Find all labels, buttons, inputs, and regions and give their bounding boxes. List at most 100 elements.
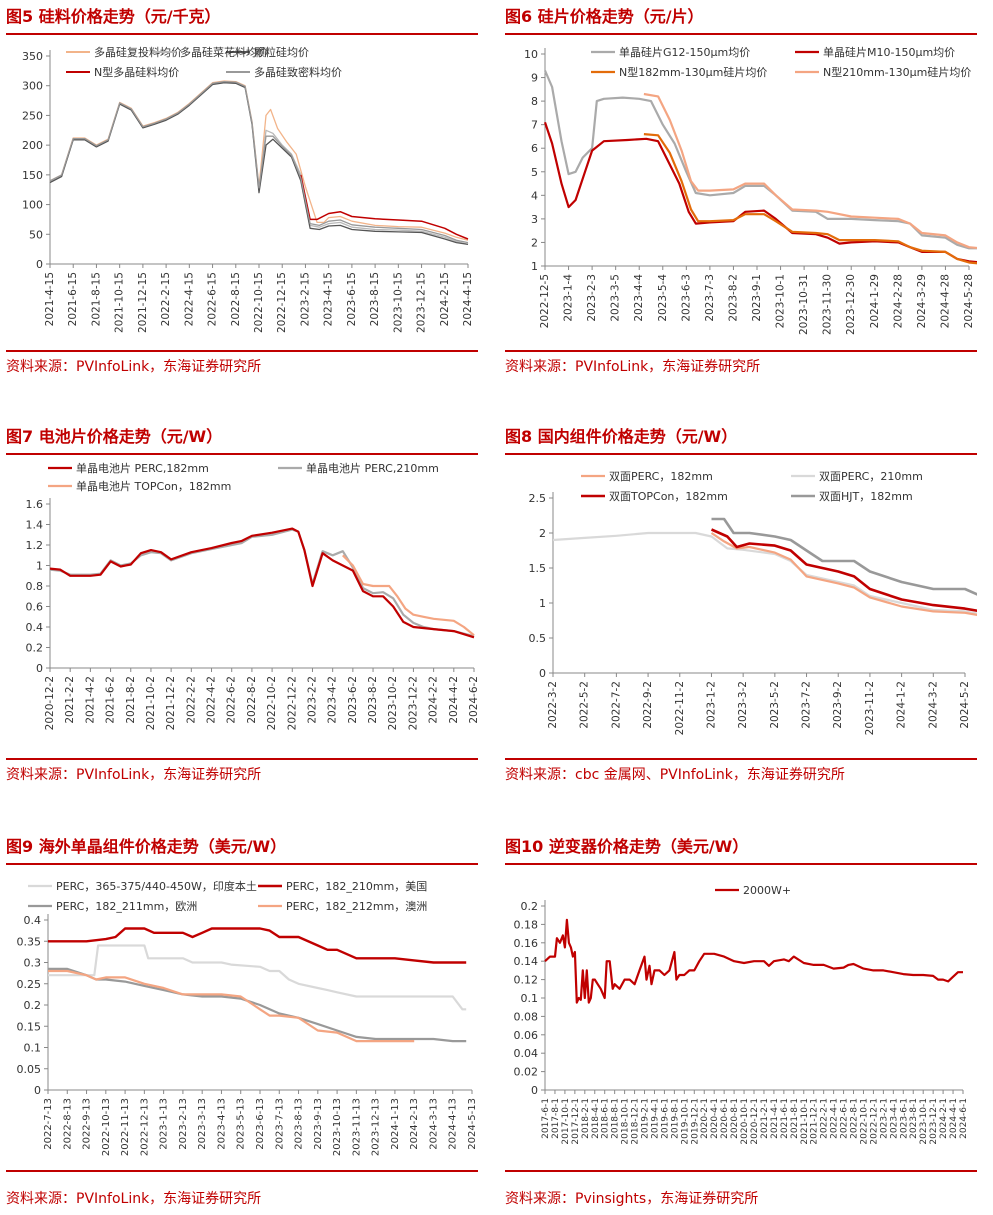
x-tick-label: 2023-6-15 (346, 272, 358, 326)
x-tick-label: 2022-12-2 (286, 676, 298, 730)
x-tick-label: 2018-2-1 (581, 1098, 591, 1139)
x-tick-label: 2023-8-13 (294, 1098, 305, 1150)
x-tick-label: 2023-12-2 (407, 676, 419, 730)
x-tick-label: 2022-7-13 (43, 1098, 54, 1150)
y-tick-label: 0.02 (514, 1066, 539, 1079)
y-tick-label: 6 (531, 142, 538, 155)
series-line (544, 918, 963, 1004)
legend-label: N型多晶硅料均价 (94, 65, 179, 79)
x-tick-label: 2019-4-1 (650, 1098, 660, 1139)
chart-plot: 0 0.05 0.1 0.15 0.2 0.25 0.3 0.35 0.4 2022-7-13 20… (17, 879, 479, 1156)
series-line (48, 927, 467, 964)
x-tick-label: 2022-12-13 (139, 1098, 150, 1156)
chart-title: 图7 电池片价格走势（元/W） (6, 427, 223, 446)
title-rule (6, 863, 478, 865)
y-tick-label: 10 (524, 48, 538, 61)
x-tick-label: 2023-10-13 (332, 1098, 343, 1156)
x-tick-label: 2020-10-1 (740, 1098, 750, 1145)
x-tick-label: 2019-6-1 (660, 1098, 670, 1139)
chart-plot: 0 50 100 150 200 250 300 350 2021-4-15 2021-6-15 2… (22, 45, 474, 333)
x-tick-label: 2023-7-13 (274, 1098, 285, 1150)
x-tick-label: 2022-4-1 (830, 1098, 840, 1139)
x-tick-label: 2019-12-1 (690, 1098, 700, 1145)
x-tick-label: 2022-12-1 (869, 1098, 879, 1145)
legend-label: 颗粒硅均价 (254, 45, 309, 59)
x-tick-label: 2023-4-13 (216, 1098, 227, 1150)
x-tick-label: 2022-12-15 (276, 272, 288, 333)
x-tick-label: 2022-2-1 (820, 1098, 830, 1139)
series-line (643, 92, 977, 250)
y-tick-label: 2 (539, 527, 546, 540)
x-tick-label: 2021-10-15 (114, 272, 126, 333)
chart-source: 资料来源：PVInfoLink，东海证券研究所 (6, 359, 262, 375)
x-tick-label: 2023-8-2 (367, 676, 379, 724)
y-tick-label: 2.5 (529, 492, 547, 505)
y-tick-label: 350 (22, 50, 43, 63)
x-tick-label: 2023-8-15 (369, 272, 381, 326)
y-tick-label: 3 (531, 213, 538, 226)
x-tick-label: 2023-10-1 (775, 274, 787, 328)
x-tick-label: 2018-10-1 (621, 1098, 631, 1145)
series-line (342, 554, 475, 637)
x-tick-label: 2023-1-13 (159, 1098, 170, 1150)
x-tick-label: 2024-4-28 (939, 274, 951, 328)
legend-label: 2000W+ (743, 884, 791, 897)
x-tick-label: 2021-10-2 (145, 676, 157, 730)
x-tick-label: 2024-4-15 (462, 272, 474, 326)
x-tick-label: 2023-9-1 (751, 274, 763, 322)
legend-label: 多晶硅菜花料均价 (180, 45, 268, 59)
x-tick-label: 2022-9-13 (82, 1098, 93, 1150)
x-tick-label: 2021-10-1 (800, 1098, 810, 1145)
series-line (48, 969, 415, 1043)
x-tick-label: 2023-12-13 (371, 1098, 382, 1156)
x-tick-label: 2021-2-1 (760, 1098, 770, 1139)
x-tick-label: 2017-8-1 (551, 1098, 561, 1139)
x-tick-label: 2023-8-1 (909, 1098, 919, 1139)
x-tick-label: 2022-6-15 (207, 272, 219, 326)
y-tick-label: 0.2 (26, 642, 44, 655)
x-tick-label: 2024-5-2 (959, 681, 971, 729)
x-tick-label: 2023-11-30 (822, 274, 834, 335)
x-tick-label: 2022-11-2 (674, 681, 686, 735)
x-tick-label: 2024-3-29 (916, 274, 928, 328)
y-tick-label: 0 (539, 667, 546, 680)
x-tick-label: 2022-3-2 (547, 681, 559, 729)
x-tick-label: 2024-2-13 (409, 1098, 420, 1150)
x-tick-label: 2023-11-2 (864, 681, 876, 735)
x-tick-label: 2020-12-1 (750, 1098, 760, 1145)
legend-label: PERC，182_212mm，澳洲 (286, 900, 427, 913)
legend-label: PERC，365-375/440-450W，印度本土 (56, 879, 257, 893)
series-line (543, 70, 977, 250)
x-tick-label: 2024-2-1 (939, 1098, 949, 1139)
x-tick-label: 2023-5-2 (769, 681, 781, 729)
y-tick-label: 1 (539, 597, 546, 610)
x-tick-label: 2020-4-1 (710, 1098, 720, 1139)
chart-panel-cell: 图7 电池片价格走势（元/W） 0 0.2 0.4 0.6 0.8 1 1.2 1.4 1.6 2… (6, 424, 478, 794)
x-tick-label: 2022-10-1 (859, 1098, 869, 1145)
x-tick-label: 2018-12-1 (631, 1098, 641, 1145)
title-rule (505, 33, 977, 35)
y-tick-label: 0.12 (514, 974, 539, 987)
x-tick-label: 2022-12-5 (539, 274, 551, 328)
x-tick-label: 2021-6-2 (105, 676, 117, 724)
y-tick-label: 0.4 (24, 914, 42, 927)
chart-plot: 1 2 3 4 5 6 7 8 9 10 2022-12-5 2023-1-4 2023-2-3 2023… (524, 46, 977, 335)
x-tick-label: 2022-6-2 (226, 676, 238, 724)
chart-source: 资料来源：cbc 金属网、PVInfoLink，东海证券研究所 (505, 767, 845, 783)
source-rule (505, 758, 977, 760)
y-tick-label: 0.4 (26, 621, 44, 634)
x-tick-label: 2023-10-31 (798, 274, 810, 335)
y-tick-label: 8 (531, 95, 538, 108)
x-tick-label: 2024-6-2 (468, 676, 478, 724)
x-tick-label: 2023-12-15 (416, 272, 428, 333)
y-tick-label: 100 (22, 199, 43, 212)
legend-label: 单晶电池片 PERC,182mm (76, 462, 209, 475)
x-tick-label: 2022-10-13 (101, 1098, 112, 1156)
chart-source: 资料来源：PVInfoLink，东海证券研究所 (6, 1191, 262, 1207)
chart-panel-polysilicon: 图5 硅料价格走势（元/千克） 0 50 100 150 200 250 300 350 202… (6, 4, 478, 376)
chart-title: 图10 逆变器价格走势（美元/W） (505, 837, 749, 856)
y-tick-label: 0 (36, 662, 43, 675)
title-rule (6, 33, 478, 35)
x-tick-label: 2023-2-15 (299, 272, 311, 326)
x-tick-label: 2023-9-2 (832, 681, 844, 729)
